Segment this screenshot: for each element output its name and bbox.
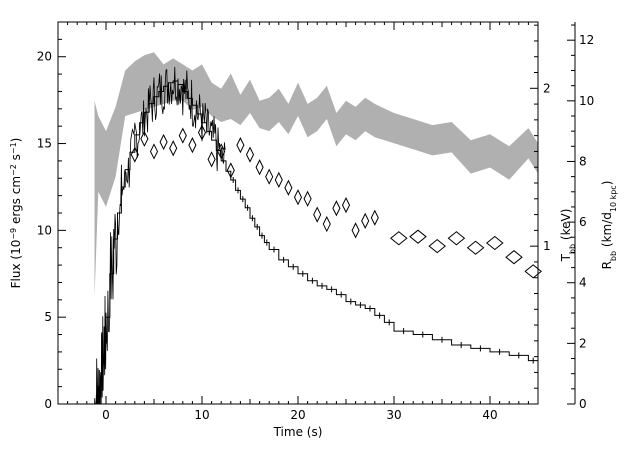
y-left-tick-label: 5 xyxy=(44,310,52,324)
temperature-point xyxy=(332,200,341,217)
y-left-label-part: −1 xyxy=(9,142,18,154)
y-radius-tick-label: 0 xyxy=(579,397,587,411)
x-tick-label: 30 xyxy=(386,408,401,422)
y-temp-tick-label: 1 xyxy=(543,239,551,253)
y-temp-label-part: T xyxy=(559,253,573,262)
y-radius-label-part: (km/d xyxy=(600,212,614,251)
temperature-point xyxy=(524,264,542,279)
y-radius-label: Rbb (km/d10 kpc) xyxy=(600,181,618,270)
x-tick-label: 0 xyxy=(102,408,110,422)
y-radius-tick-label: 8 xyxy=(579,154,587,168)
y-radius-tick-label: 10 xyxy=(579,94,594,108)
y-radius-label-part: R xyxy=(600,261,614,269)
temperature-point xyxy=(217,143,226,160)
temperature-point xyxy=(140,130,149,147)
temperature-point xyxy=(207,151,216,168)
temperature-point xyxy=(226,162,235,179)
y-temp-tick-label: 2 xyxy=(543,81,551,95)
y-left-label-part: Flux (10 xyxy=(9,240,23,289)
y-temp-label-part: bb xyxy=(568,244,577,254)
temperature-point xyxy=(486,235,504,251)
y-radius-label-part: 10 kpc xyxy=(609,185,618,212)
temperature-point xyxy=(341,196,351,214)
flux-lightcurve-layer xyxy=(94,66,538,405)
y-temp-label: Tbb (keV) xyxy=(559,209,577,263)
temperature-point xyxy=(447,231,466,246)
y-radius-tick-label: 4 xyxy=(579,276,587,290)
y-left-label-part: −9 xyxy=(9,228,18,240)
temperature-point xyxy=(188,137,197,154)
y-left-label-part: ) xyxy=(9,138,23,143)
y-left-label: Flux (10−9 ergs cm−2 s−1) xyxy=(9,138,24,289)
axis-labels-layer: Time (s) Flux (10−9 ergs cm−2 s−1) Tbb (ke… xyxy=(9,138,618,439)
radius-band xyxy=(94,52,538,298)
x-tick-label: 20 xyxy=(290,408,305,422)
y-left-label-part: ergs cm xyxy=(9,176,23,228)
y-left-label-part: s xyxy=(9,154,23,164)
y-left-tick-label: 20 xyxy=(37,50,52,64)
temperature-point xyxy=(428,239,446,254)
temperature-point xyxy=(466,240,485,255)
temperature-point xyxy=(409,229,427,244)
temperature-point xyxy=(351,222,360,239)
y-radius-tick-label: 2 xyxy=(579,336,587,350)
y-radius-label-part: ) xyxy=(600,181,614,186)
temperature-point xyxy=(159,133,168,151)
y-radius-tick-label: 6 xyxy=(579,215,587,229)
y-left-tick-label: 0 xyxy=(44,397,52,411)
y-left-label-part: −2 xyxy=(9,164,18,176)
temperature-point xyxy=(361,212,370,230)
radius-band-layer xyxy=(94,52,538,298)
temperature-point xyxy=(284,179,293,196)
temperature-point xyxy=(255,159,264,176)
temperature-point xyxy=(236,137,245,154)
temperature-point xyxy=(274,171,283,188)
temperature-point xyxy=(130,146,139,163)
temperature-point xyxy=(370,209,379,226)
y-radius-label-part: bb xyxy=(609,251,618,261)
temperature-point xyxy=(390,231,408,246)
temperature-point xyxy=(197,124,207,141)
temperature-point xyxy=(149,143,159,160)
temperature-point xyxy=(178,127,187,144)
x-tick-label: 10 xyxy=(194,408,209,422)
y-left-tick-label: 10 xyxy=(37,223,52,237)
temperature-point xyxy=(265,168,274,185)
temperature-point xyxy=(313,206,322,223)
temperature-point xyxy=(303,190,312,207)
temperature-point xyxy=(505,250,523,265)
x-tick-label: 40 xyxy=(482,408,497,422)
temperature-diamond-layer xyxy=(130,124,542,279)
y-radius-tick-label: 12 xyxy=(579,33,594,47)
y-left-tick-label: 15 xyxy=(37,137,52,151)
flux-noise xyxy=(94,66,226,405)
temperature-point xyxy=(245,146,255,163)
temperature-point xyxy=(322,215,331,233)
temperature-point xyxy=(169,140,178,157)
temperature-point xyxy=(293,189,303,206)
y-temp-label-part: (keV) xyxy=(559,209,573,244)
x-axis-label: Time (s) xyxy=(273,425,323,439)
